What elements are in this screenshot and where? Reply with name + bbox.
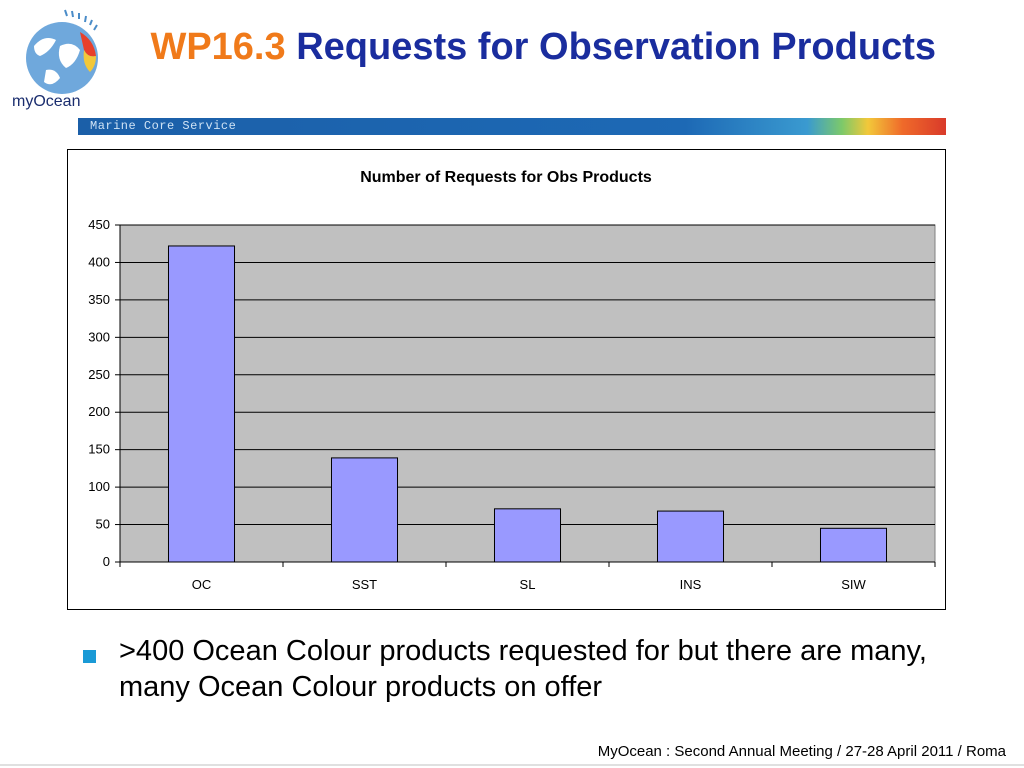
bar-sl — [493, 508, 562, 563]
footer-text: MyOcean : Second Annual Meeting / 27-28 … — [597, 743, 1006, 760]
y-tick-label-350: 350 — [88, 292, 110, 307]
chart-title: Number of Requests for Obs Products — [360, 169, 652, 186]
x-tick-label-siw: SIW — [841, 577, 866, 592]
y-tick-label-150: 150 — [88, 442, 110, 457]
y-tick-label-100: 100 — [88, 479, 110, 494]
bar-chart: Number of Requests for Obs Products 0 50 1… — [88, 169, 936, 592]
bar-ins — [656, 510, 725, 563]
bullet-text: >400 Ocean Colour products requested for… — [119, 635, 927, 703]
plot-area — [119, 224, 936, 563]
y-tick-label-200: 200 — [88, 404, 110, 419]
slide-title: WP16.3 Requests for Observation Products — [150, 24, 936, 70]
bottom-divider — [0, 764, 1024, 766]
x-tick-label-sl: SL — [520, 577, 536, 592]
header-banner: Marine Core Service — [78, 118, 946, 135]
x-tick-label-ins: INS — [680, 577, 702, 592]
banner-text: Marine Core Service — [90, 119, 237, 133]
bar-oc — [167, 245, 236, 563]
logo-text: myOcean — [12, 93, 80, 110]
y-tick-label-50: 50 — [96, 517, 110, 532]
y-tick-label-250: 250 — [88, 367, 110, 382]
title-main: Requests for Observation Products — [296, 26, 936, 68]
bullet-marker — [83, 650, 96, 663]
chart-frame: Number of Requests for Obs Products 0 50 1… — [67, 149, 946, 610]
bar-sst — [330, 457, 399, 563]
x-tick-label-oc: OC — [192, 577, 212, 592]
y-tick-label-300: 300 — [88, 329, 110, 344]
myocean-logo: myOcean — [10, 6, 110, 114]
y-tick-label-450: 450 — [88, 217, 110, 232]
y-tick-label-0: 0 — [103, 554, 110, 569]
y-tick-label-400: 400 — [88, 254, 110, 269]
title-code: WP16.3 — [150, 26, 286, 68]
bar-siw — [819, 527, 888, 563]
x-tick-label-sst: SST — [352, 577, 377, 592]
